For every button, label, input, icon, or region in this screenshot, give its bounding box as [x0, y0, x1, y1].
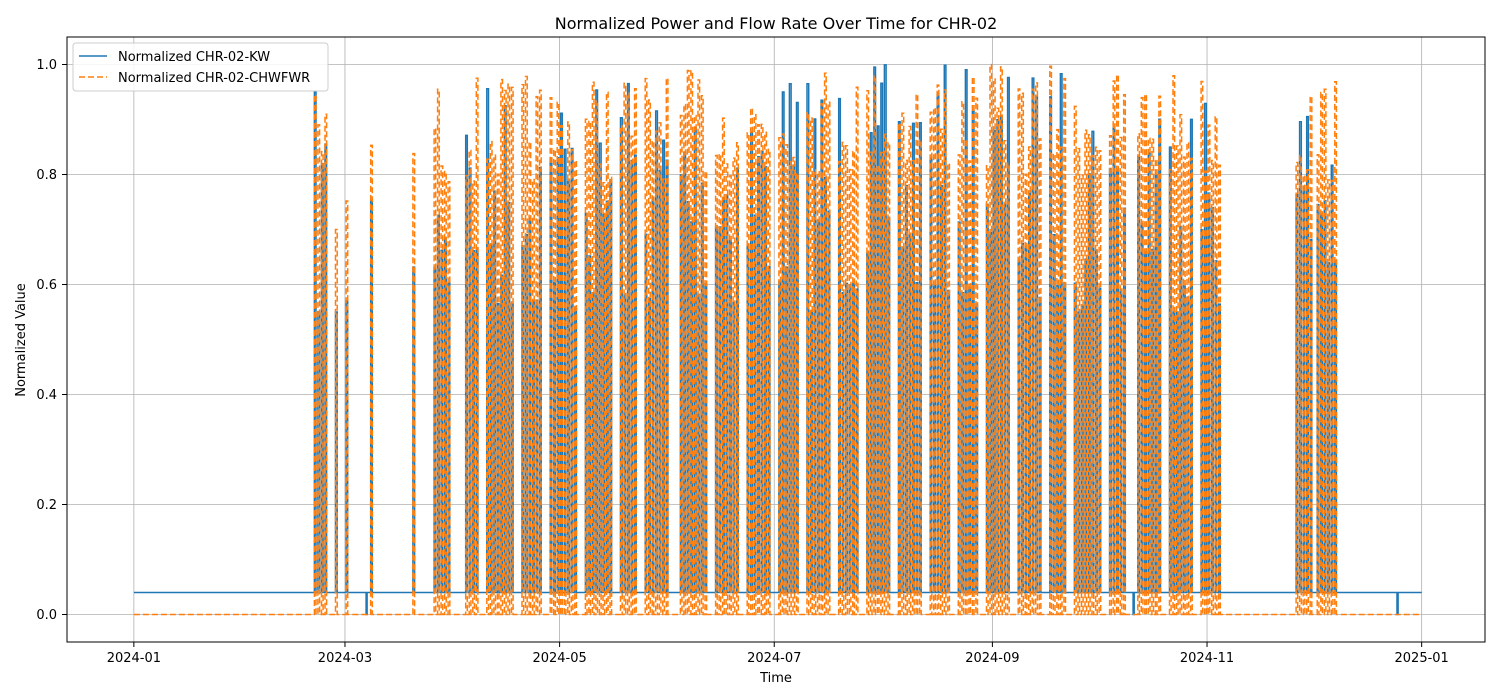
legend: Normalized CHR-02-KW Normalized CHR-02-C…	[72, 42, 329, 92]
x-tick-label: 2024-05	[532, 651, 586, 666]
y-axis-label: Normalized Value	[14, 283, 29, 397]
chart-title: Normalized Power and Flow Rate Over Time…	[555, 14, 998, 33]
x-tick-label: 2024-11	[1180, 651, 1234, 666]
series-line-chwfwr	[133, 63, 1422, 616]
y-tick-label: 0.8	[36, 168, 57, 183]
x-axis-label: Time	[759, 671, 792, 686]
x-tick-label: 2025-01	[1395, 651, 1449, 666]
y-tick-label: 1.0	[36, 58, 57, 73]
grid-lines	[67, 37, 1485, 642]
x-tick-label: 2024-09	[965, 651, 1019, 666]
legend-label-kw: Normalized CHR-02-KW	[118, 50, 270, 65]
plot-frame	[66, 36, 1486, 643]
x-tick-label: 2024-01	[107, 651, 161, 666]
series-line-kw	[133, 64, 1422, 616]
legend-label-chwfwr: Normalized CHR-02-CHWFWR	[118, 71, 310, 86]
y-tick-label: 0.2	[36, 498, 57, 513]
y-tick-label: 0.6	[36, 278, 57, 293]
x-tick-label: 2024-03	[318, 651, 372, 666]
legend-box	[72, 42, 329, 92]
y-axis-ticks: 0.0 0.2 0.4 0.6 0.8 1.0	[36, 58, 67, 623]
y-tick-label: 0.0	[36, 608, 57, 623]
x-axis-ticks: 2024-01 2024-03 2024-05 2024-07 2024-09 2024-…	[107, 642, 1449, 666]
series-chwfwr	[133, 63, 1422, 616]
y-tick-label: 0.4	[36, 388, 57, 403]
series-kw	[133, 64, 1422, 616]
x-tick-label: 2024-07	[747, 651, 801, 666]
